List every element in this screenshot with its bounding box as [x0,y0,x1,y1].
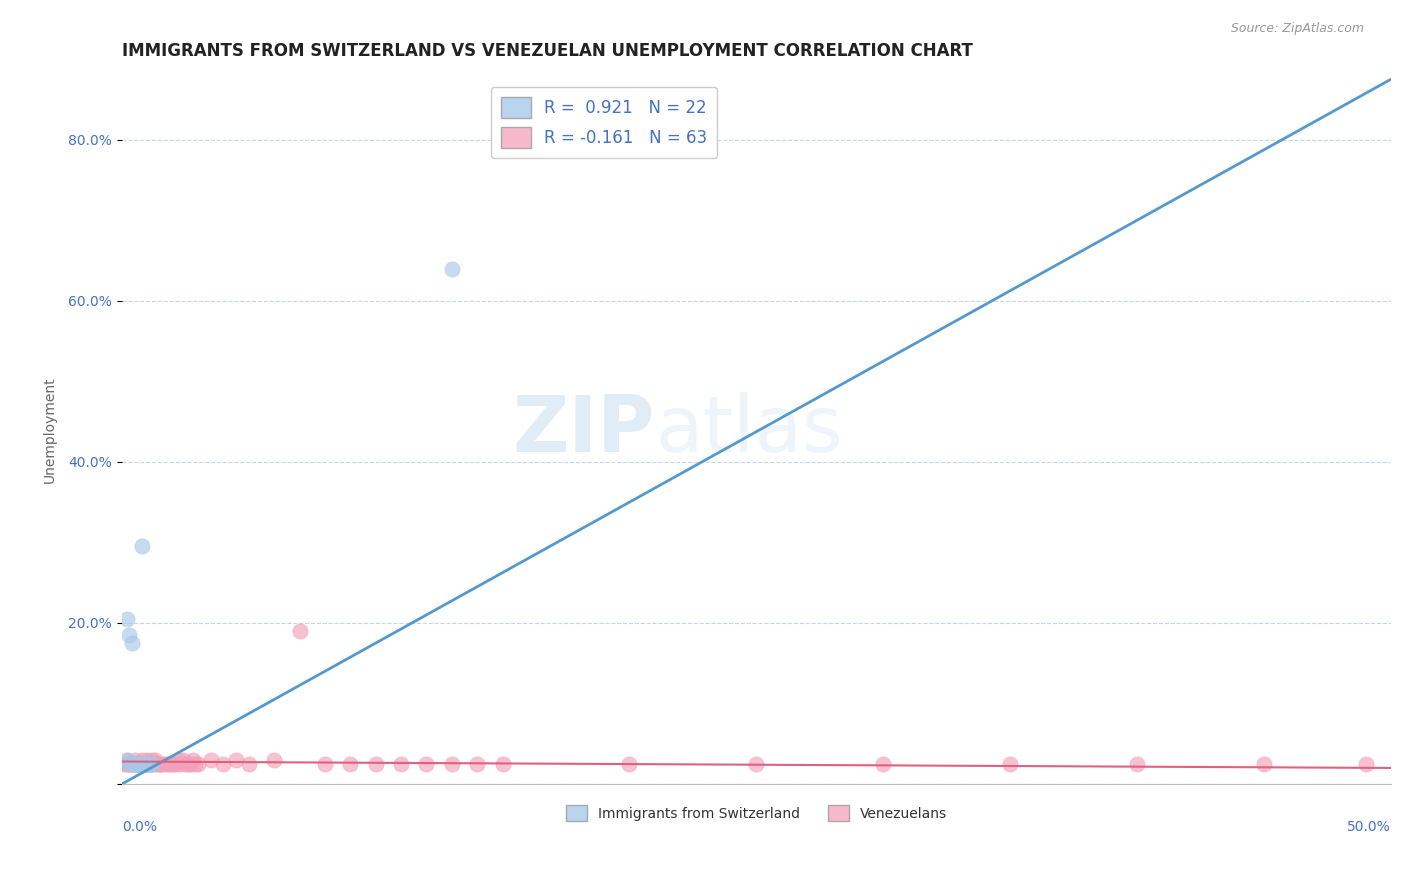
Point [440,756,463,771]
Point [440,261,463,276]
Point [139,756,162,771]
Point [184,756,207,771]
Point [134,756,156,771]
Point [121,756,143,771]
Point [169,756,191,771]
Point [115,753,138,767]
Point [139,756,162,771]
Point [131,756,153,771]
Text: Source: ZipAtlas.com: Source: ZipAtlas.com [1230,22,1364,36]
Legend: Immigrants from Switzerland, Venezuelans: Immigrants from Switzerland, Venezuelans [561,799,952,827]
Point [1354,756,1376,771]
Point [187,756,209,771]
Point [149,756,172,771]
Point [288,624,311,638]
Point [139,756,162,771]
Point [128,756,150,771]
Point [238,756,260,771]
Point [134,756,156,771]
Text: IMMIGRANTS FROM SWITZERLAND VS VENEZUELAN UNEMPLOYMENT CORRELATION CHART: IMMIGRANTS FROM SWITZERLAND VS VENEZUELA… [122,42,973,60]
Text: 0.0%: 0.0% [122,820,157,833]
Point [143,753,166,767]
Point [174,756,197,771]
Point [128,756,150,771]
Point [115,612,138,626]
Point [134,756,156,771]
Point [159,756,181,771]
Text: atlas: atlas [655,392,842,467]
Point [156,756,179,771]
Point [118,756,141,771]
Point [121,756,143,771]
Point [225,753,247,767]
Text: 50.0%: 50.0% [1347,820,1391,833]
Point [389,756,412,771]
Point [136,753,159,767]
Point [149,756,172,771]
Point [118,756,141,771]
Point [125,756,148,771]
Point [212,756,235,771]
Point [125,756,148,771]
Y-axis label: Unemployment: Unemployment [44,376,58,483]
Point [491,756,513,771]
Point [134,756,156,771]
Point [162,756,184,771]
Point [115,753,138,767]
Point [619,756,641,771]
Point [121,636,143,650]
Point [124,756,146,771]
Point [112,756,135,771]
Point [128,756,150,771]
Point [131,753,153,767]
Point [172,753,194,767]
Point [1000,756,1022,771]
Point [872,756,894,771]
Point [124,756,146,771]
Point [115,756,138,771]
Point [339,756,361,771]
Point [124,753,146,767]
Point [128,756,150,771]
Point [125,756,148,771]
Point [165,756,187,771]
Point [745,756,768,771]
Point [125,756,148,771]
Text: ZIP: ZIP [513,392,655,467]
Point [166,753,188,767]
Point [314,756,336,771]
Point [136,756,159,771]
Point [131,756,153,771]
Point [121,756,143,771]
Point [179,756,201,771]
Point [1253,756,1275,771]
Point [143,756,166,771]
Point [118,756,141,771]
Point [124,756,146,771]
Point [200,753,222,767]
Point [152,756,174,771]
Point [136,756,159,771]
Point [146,756,169,771]
Point [141,756,163,771]
Point [141,756,163,771]
Point [181,753,204,767]
Point [118,628,141,642]
Point [139,756,162,771]
Point [136,756,159,771]
Point [131,540,153,554]
Point [364,756,387,771]
Point [141,753,163,767]
Point [153,756,176,771]
Point [1126,756,1149,771]
Point [263,753,285,767]
Point [177,756,200,771]
Point [415,756,437,771]
Point [465,756,488,771]
